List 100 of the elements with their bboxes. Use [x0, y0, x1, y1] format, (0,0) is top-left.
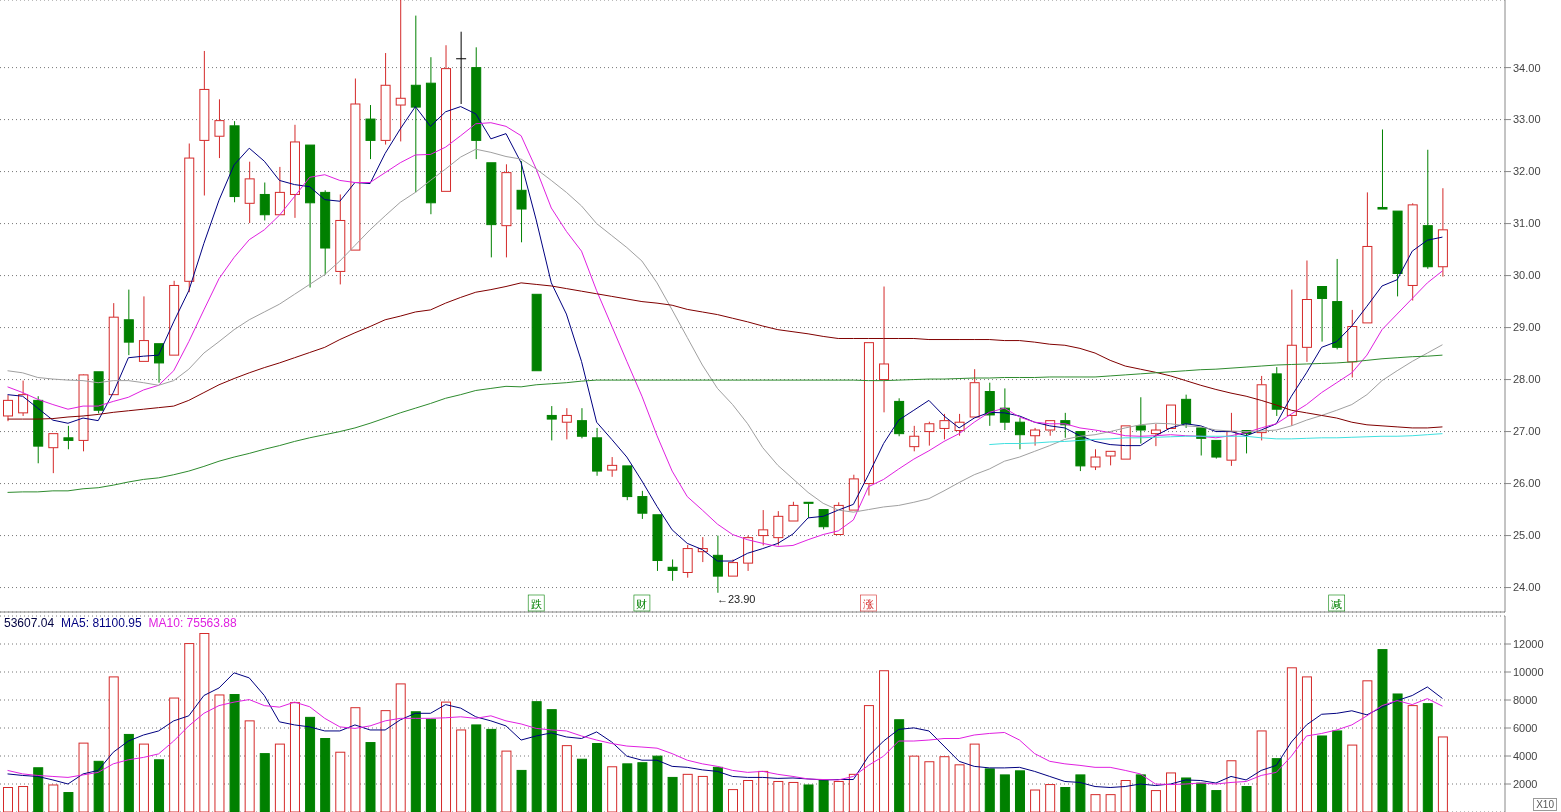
y-tick-label: 12000	[1513, 637, 1544, 650]
bar	[592, 743, 603, 812]
candlestick	[380, 52, 391, 146]
bar	[1422, 703, 1433, 812]
bar	[1377, 649, 1388, 812]
bar	[471, 724, 482, 812]
bar	[1392, 693, 1403, 812]
bar	[1241, 786, 1252, 812]
y-axis-title: X10	[1533, 798, 1557, 811]
candlestick	[712, 535, 723, 594]
text: MA5: 81100.95	[61, 616, 142, 630]
candlestick	[576, 407, 587, 439]
bar	[365, 742, 376, 812]
annotation: 53607.04	[4, 616, 55, 630]
y-tick-label: 32.00	[1513, 165, 1541, 178]
y-tick-label: 24.00	[1513, 581, 1541, 594]
y-tick-label: 28.00	[1513, 373, 1541, 386]
bar	[33, 767, 44, 812]
bar	[667, 776, 678, 812]
y-tick-label: 2000	[1513, 777, 1538, 790]
y-tick-label: 34.00	[1513, 61, 1541, 74]
candlestick	[561, 407, 572, 440]
candlestick	[199, 50, 210, 197]
candlestick	[516, 160, 527, 243]
candlestick	[425, 56, 436, 215]
candlestick	[123, 289, 134, 356]
candlestick	[546, 405, 557, 441]
bar	[576, 758, 587, 812]
candlestick	[214, 98, 225, 159]
candlestick	[1030, 427, 1041, 447]
candlestick	[410, 15, 421, 193]
bar	[154, 759, 165, 812]
line-series	[7, 672, 1443, 788]
bar	[123, 733, 134, 812]
bar	[1135, 774, 1146, 812]
candlestick	[320, 189, 331, 276]
bar	[410, 711, 421, 812]
candlestick	[1422, 149, 1433, 270]
candlestick	[3, 394, 13, 422]
x-tick-label: 减	[1331, 597, 1343, 611]
y-tick-label: 31.00	[1513, 217, 1541, 230]
candlestick	[1301, 260, 1312, 363]
y-tick-label: 4000	[1513, 749, 1538, 762]
line-series	[7, 282, 1443, 429]
bar	[259, 753, 270, 812]
bar	[984, 768, 995, 812]
candlestick	[289, 124, 300, 219]
candlestick	[1181, 394, 1192, 429]
bar	[894, 719, 905, 812]
line-series	[7, 354, 1443, 493]
bar	[229, 694, 240, 812]
y-tick-label: 33.00	[1513, 113, 1541, 126]
line-series	[7, 698, 1443, 786]
bar	[516, 769, 527, 812]
candlestick	[365, 104, 376, 160]
bar	[546, 709, 557, 812]
candlestick	[455, 31, 467, 105]
bar	[999, 774, 1010, 812]
bar	[712, 766, 723, 812]
bar	[93, 760, 104, 812]
bar	[63, 792, 74, 812]
bar	[1196, 782, 1207, 812]
bar	[1075, 774, 1086, 812]
bar	[425, 718, 436, 812]
bar	[622, 763, 633, 812]
bar	[637, 762, 648, 812]
y-tick-label: 6000	[1513, 721, 1538, 734]
y-tick-label: 10000	[1513, 665, 1544, 678]
bar	[1332, 730, 1343, 812]
text: MA10: 75563.88	[148, 616, 237, 630]
x-tick-label: 财	[636, 597, 648, 611]
y-tick-label: 27.00	[1513, 425, 1541, 438]
candlestick	[1150, 423, 1161, 447]
candlestick	[501, 163, 512, 258]
bar	[1271, 758, 1282, 812]
candlestick	[335, 193, 346, 285]
bar	[1211, 790, 1222, 812]
y-tick-label: 29.00	[1513, 321, 1541, 334]
candlestick	[894, 397, 905, 437]
bar	[1060, 787, 1071, 812]
candlestick	[244, 161, 255, 224]
y-tick-label: 26.00	[1513, 477, 1541, 490]
bar	[1317, 735, 1328, 812]
bar	[320, 738, 331, 812]
candlestick	[879, 286, 890, 413]
candlestick	[1437, 187, 1448, 278]
x-tick-label: 跌	[530, 597, 542, 611]
y-tick-label: 8000	[1513, 693, 1538, 706]
bar	[652, 755, 663, 812]
annotation: ←23.90	[716, 592, 756, 605]
bar	[803, 784, 814, 812]
y-tick-label: 30.00	[1513, 269, 1541, 282]
bar	[818, 780, 829, 812]
candlestick	[667, 558, 678, 582]
x-tick-label: 涨	[862, 597, 874, 611]
candlestick	[1014, 417, 1025, 450]
candlestick	[1286, 289, 1297, 427]
candlestick	[592, 427, 603, 477]
bar	[531, 701, 542, 812]
bar	[486, 728, 497, 812]
